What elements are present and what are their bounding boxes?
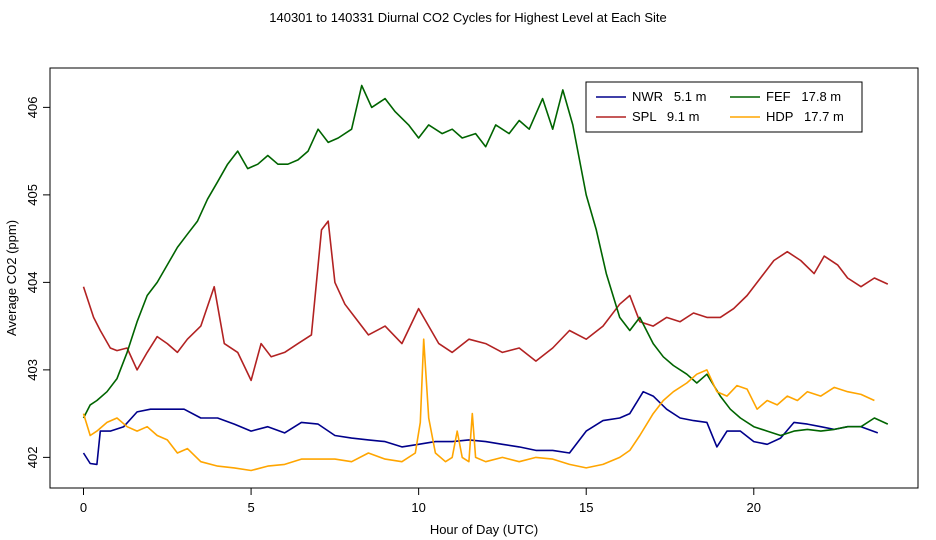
- x-tick-label: 0: [80, 500, 87, 515]
- x-axis-label: Hour of Day (UTC): [430, 522, 538, 537]
- series-line-nwr: [82, 390, 879, 466]
- legend-box: [585, 81, 863, 133]
- axes-layer: 0 5 10 15 20 402 403 404 405 406: [25, 97, 761, 515]
- series-line-spl: [82, 220, 889, 382]
- legend: NWR 5.1 m SPL 9.1 m FEF 17.8 m HDP 17.7 m: [585, 81, 863, 133]
- legend-label: FEF 17.8 m: [766, 89, 841, 104]
- x-tick-label: 10: [411, 500, 425, 515]
- x-tick-label: 15: [579, 500, 593, 515]
- y-tick-label: 403: [25, 359, 40, 381]
- series-line-fef: [82, 84, 889, 437]
- y-axis-label: Average CO2 (ppm): [4, 220, 19, 336]
- legend-label: HDP 17.7 m: [766, 109, 844, 124]
- y-tick-label: 404: [25, 272, 40, 294]
- x-tick-label: 5: [247, 500, 254, 515]
- series-line-hdp: [82, 338, 875, 472]
- y-tick-label: 405: [25, 184, 40, 206]
- series-layer: [82, 84, 889, 472]
- x-tick-label: 20: [747, 500, 761, 515]
- y-tick-label: 402: [25, 447, 40, 469]
- y-tick-label: 406: [25, 97, 40, 119]
- legend-label: NWR 5.1 m: [632, 89, 706, 104]
- legend-label: SPL 9.1 m: [632, 109, 699, 124]
- chart-title: 140301 to 140331 Diurnal CO2 Cycles for …: [269, 10, 666, 25]
